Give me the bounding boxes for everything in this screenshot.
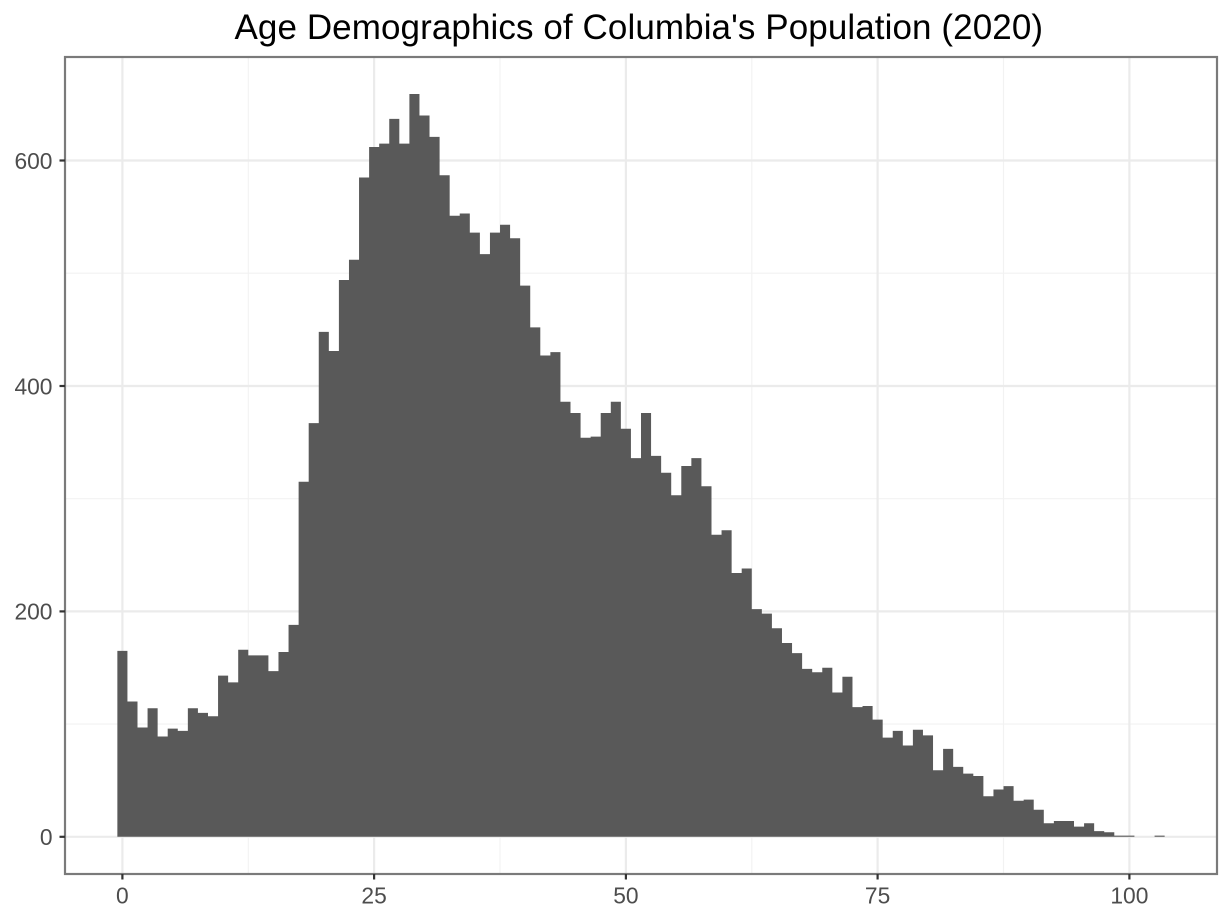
svg-text:600: 600 xyxy=(14,148,52,174)
svg-text:0: 0 xyxy=(40,824,53,850)
svg-text:100: 100 xyxy=(1110,882,1148,908)
svg-text:50: 50 xyxy=(613,882,638,908)
svg-text:200: 200 xyxy=(14,599,52,625)
svg-text:75: 75 xyxy=(865,882,890,908)
svg-text:Age Demographics of Columbia's: Age Demographics of Columbia's Populatio… xyxy=(234,8,1043,47)
svg-text:400: 400 xyxy=(14,373,52,399)
svg-text:0: 0 xyxy=(116,882,129,908)
svg-text:25: 25 xyxy=(361,882,386,908)
